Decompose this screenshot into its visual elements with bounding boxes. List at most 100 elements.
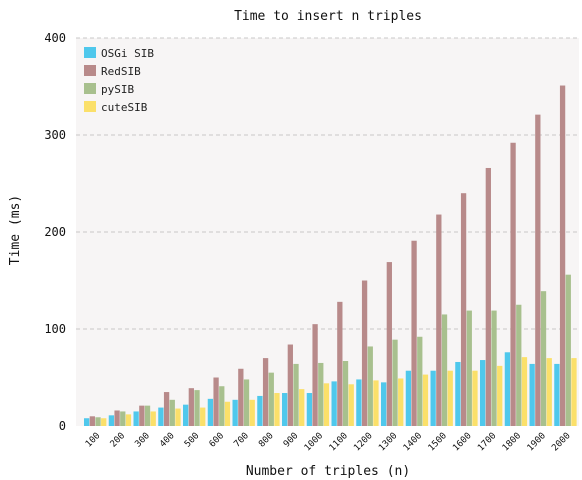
legend: OSGi SIB RedSIB pySIB cuteSIB xyxy=(84,47,154,114)
bar-pysib-1100 xyxy=(342,361,349,426)
x-tick-label: 900 xyxy=(282,431,301,450)
bar-osgi-sib-1000 xyxy=(306,393,313,426)
bar-cutesib-1800 xyxy=(521,357,528,426)
bar-pysib-800 xyxy=(268,372,274,426)
bar-redsib-500 xyxy=(188,388,194,426)
bar-pysib-600 xyxy=(219,386,225,426)
x-tick-label: 500 xyxy=(183,431,202,450)
bar-redsib-1900 xyxy=(535,114,541,426)
legend-swatch xyxy=(84,101,96,112)
x-tick-label: 800 xyxy=(257,431,276,450)
x-tick-label: 100 xyxy=(84,431,103,450)
bar-cutesib-1500 xyxy=(447,370,453,426)
bar-cutesib-1600 xyxy=(472,370,478,426)
bar-pysib-300 xyxy=(144,405,151,426)
bar-cutesib-1400 xyxy=(422,374,429,426)
x-tick-label: 300 xyxy=(133,431,152,450)
y-tick-label: 400 xyxy=(44,31,66,45)
x-tick-label: 1800 xyxy=(501,431,523,453)
x-tick-label: 400 xyxy=(158,431,177,450)
bar-pysib-200 xyxy=(120,411,126,426)
bar-pysib-1900 xyxy=(540,291,547,426)
bar-cutesib-800 xyxy=(274,393,280,426)
bar-pysib-700 xyxy=(243,379,250,426)
bar-cutesib-400 xyxy=(175,408,181,426)
bar-osgi-sib-1800 xyxy=(504,352,511,426)
legend-label: cuteSIB xyxy=(101,101,148,114)
bar-osgi-sib-500 xyxy=(183,404,189,426)
bar-redsib-1200 xyxy=(361,280,368,426)
bar-cutesib-2000 xyxy=(571,358,577,426)
bar-osgi-sib-1100 xyxy=(331,381,337,426)
x-tick-label: 1900 xyxy=(526,431,548,453)
x-tick-label: 2000 xyxy=(550,431,572,453)
bar-redsib-1500 xyxy=(436,214,442,426)
bar-osgi-sib-800 xyxy=(257,395,263,426)
x-axis-label: Number of triples (n) xyxy=(246,464,410,479)
bar-osgi-sib-1600 xyxy=(455,361,461,426)
x-tick-label: 1000 xyxy=(303,431,325,453)
legend-label: RedSIB xyxy=(101,65,141,78)
x-tick-label: 1600 xyxy=(451,431,473,453)
x-tick-label: 1700 xyxy=(476,431,498,453)
legend-label: OSGi SIB xyxy=(101,47,154,60)
bar-pysib-2000 xyxy=(565,274,571,426)
bar-pysib-1800 xyxy=(516,304,522,426)
bar-cutesib-1000 xyxy=(323,383,330,426)
bar-cutesib-600 xyxy=(224,401,231,426)
y-axis-label: Time (ms) xyxy=(8,195,23,265)
y-axis-ticks: 0 100 200 300 400 xyxy=(44,31,66,433)
legend-label: pySIB xyxy=(101,83,134,96)
bar-cutesib-1900 xyxy=(546,358,552,426)
bar-osgi-sib-300 xyxy=(133,411,139,426)
bar-cutesib-900 xyxy=(299,389,305,426)
bar-redsib-100 xyxy=(89,416,95,426)
x-tick-label: 1500 xyxy=(427,431,449,453)
bar-redsib-300 xyxy=(139,405,145,426)
x-axis-ticks: 100 200 300 400 500 600 700 800 900 1000 1100 1200 1… xyxy=(84,431,573,453)
bar-redsib-1400 xyxy=(411,240,417,426)
bar-pysib-1000 xyxy=(318,362,324,426)
bar-redsib-1000 xyxy=(312,324,318,426)
bar-pysib-1400 xyxy=(417,336,423,426)
bar-osgi-sib-100 xyxy=(84,418,90,426)
bar-cutesib-100 xyxy=(101,418,107,426)
x-tick-label: 200 xyxy=(109,431,128,450)
bar-cutesib-1200 xyxy=(373,380,379,426)
bar-osgi-sib-1200 xyxy=(356,379,362,426)
y-tick-label: 200 xyxy=(44,225,66,239)
bar-redsib-200 xyxy=(114,410,120,426)
bar-osgi-sib-1700 xyxy=(480,360,486,426)
bar-cutesib-1100 xyxy=(348,384,354,426)
bar-redsib-600 xyxy=(213,377,219,426)
x-tick-label: 1200 xyxy=(352,431,374,453)
bar-redsib-2000 xyxy=(559,85,566,426)
legend-swatch xyxy=(84,65,96,76)
bar-cutesib-700 xyxy=(249,399,255,426)
bar-osgi-sib-1500 xyxy=(430,370,436,426)
y-tick-label: 0 xyxy=(59,419,66,433)
bar-redsib-1800 xyxy=(510,142,516,426)
bar-pysib-100 xyxy=(95,417,101,426)
bar-pysib-1500 xyxy=(441,314,448,426)
x-tick-label: 700 xyxy=(232,431,251,450)
bar-pysib-1700 xyxy=(491,310,497,426)
bar-pysib-400 xyxy=(169,399,175,426)
bar-redsib-1600 xyxy=(460,193,467,426)
x-tick-label: 1400 xyxy=(402,431,424,453)
bar-pysib-500 xyxy=(194,390,200,426)
bar-redsib-1100 xyxy=(337,301,343,426)
bar-pysib-1200 xyxy=(367,346,373,426)
legend-swatch xyxy=(84,83,96,94)
bar-redsib-700 xyxy=(238,368,244,426)
y-tick-label: 100 xyxy=(44,322,66,336)
x-tick-label: 1300 xyxy=(377,431,399,453)
bar-redsib-400 xyxy=(163,392,170,426)
legend-swatch xyxy=(84,47,96,58)
bar-osgi-sib-1900 xyxy=(529,363,535,426)
bar-cutesib-1300 xyxy=(398,378,404,426)
bar-cutesib-1700 xyxy=(497,365,503,426)
bars xyxy=(84,85,577,427)
bar-osgi-sib-600 xyxy=(207,398,214,426)
